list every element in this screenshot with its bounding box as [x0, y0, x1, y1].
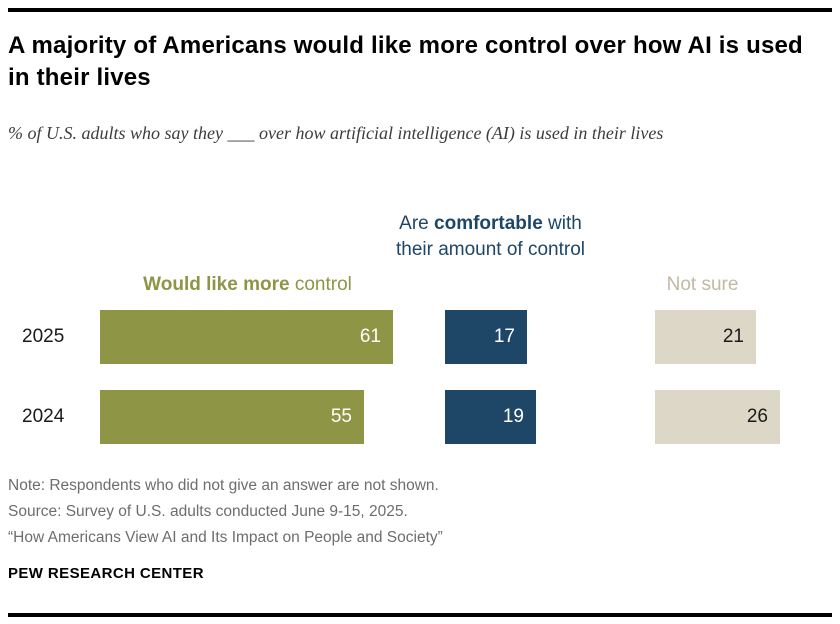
- header-green-bold-text: Would like more: [143, 274, 290, 296]
- header-navy-prefix-text: Are: [399, 213, 435, 234]
- top-rule: [8, 8, 832, 12]
- bar-value-label: 19: [502, 406, 524, 427]
- chart-title: A majority of Americans would like more …: [8, 32, 803, 91]
- chart-notes: Note: Respondents who did not give an an…: [8, 473, 788, 551]
- bar-value-label: 26: [746, 406, 768, 427]
- chart-row-2025: 2025 61 17 21: [0, 310, 840, 364]
- column-headers: Would like more control Are comfortable …: [0, 205, 840, 300]
- bottom-rule: [8, 613, 832, 617]
- chart-row-2024: 2024 55 19 26: [0, 390, 840, 444]
- bar-value-label: 61: [359, 326, 381, 347]
- row-label-2024: 2024: [22, 406, 65, 427]
- bar-not-sure-2025: 21: [655, 310, 756, 364]
- source-line: Source: Survey of U.S. adults conducted …: [8, 503, 408, 521]
- bar-not-sure-2024: 26: [655, 390, 780, 444]
- header-would-like-more-control: Would like more control: [95, 272, 400, 298]
- note-line: Note: Respondents who did not give an an…: [8, 477, 439, 494]
- bar-value-label: 55: [330, 406, 352, 427]
- header-green-suffix-text: control: [289, 274, 352, 296]
- header-navy-suffix-text: with their amount of control: [395, 213, 586, 260]
- chart-subtitle: % of U.S. adults who say they ___ over h…: [8, 123, 664, 143]
- report-title-line: “How Americans View AI and Its Impact on…: [8, 529, 443, 547]
- header-not-sure: Not sure: [630, 272, 775, 298]
- bar-more-control-2024: 55: [100, 390, 364, 444]
- bar-value-label: 21: [722, 326, 744, 347]
- header-beige-text: Not sure: [666, 274, 739, 296]
- header-comfortable-with-control: Are comfortable with their amount of con…: [388, 211, 593, 262]
- bar-comfortable-2025: 17: [445, 310, 527, 364]
- bar-comfortable-2024: 19: [445, 390, 536, 444]
- row-label-2025: 2025: [22, 326, 65, 347]
- bar-more-control-2025: 61: [100, 310, 393, 364]
- header-navy-bold-text: comfortable: [434, 213, 543, 234]
- bar-value-label: 17: [493, 326, 515, 347]
- pew-research-center-wordmark: PEW RESEARCH CENTER: [8, 565, 204, 582]
